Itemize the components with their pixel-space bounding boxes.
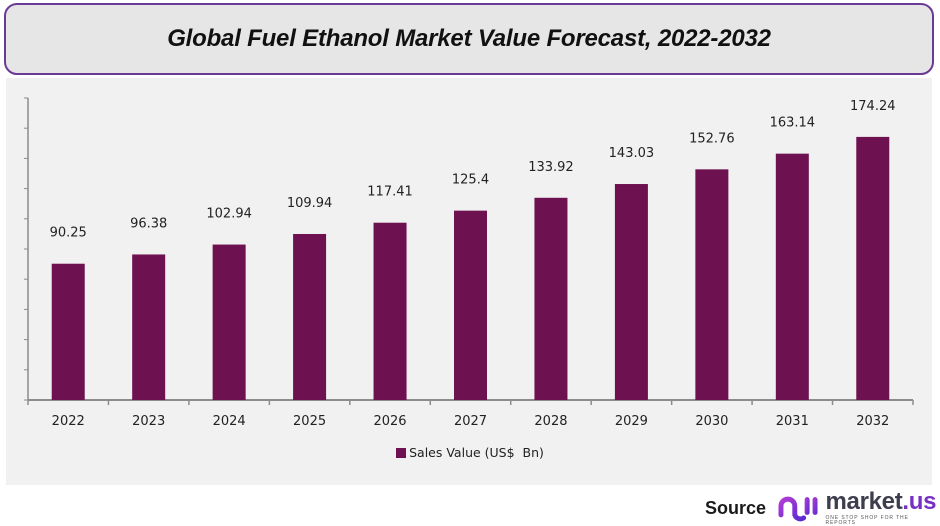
chart-title-box: Global Fuel Ethanol Market Value Forecas… (4, 3, 934, 75)
legend: Sales Value (US$ Bn) (0, 445, 940, 460)
source-label: Source (705, 498, 766, 519)
data-label: 90.25 (50, 226, 87, 241)
data-label: 96.38 (130, 216, 167, 231)
bar (132, 254, 165, 400)
x-tick-label: 2030 (695, 414, 728, 429)
x-tick-label: 2031 (776, 414, 809, 429)
data-label: 143.03 (609, 146, 655, 161)
bar-chart: 90.25 2022 96.38 2023 102.94 2024 109.94 2025 11… (6, 78, 932, 485)
market-us-logo-icon (778, 493, 819, 523)
data-label: 174.24 (850, 99, 896, 114)
data-label: 125.4 (452, 173, 489, 188)
x-tick-label: 2024 (213, 414, 246, 429)
data-label: 133.92 (528, 160, 574, 175)
x-tick-label: 2028 (534, 414, 567, 429)
chart-title: Global Fuel Ethanol Market Value Forecas… (167, 25, 771, 53)
bar (454, 211, 487, 400)
source-attribution: Source market.us ONE STOP SHOP FOR THE R… (705, 490, 940, 526)
x-tick-label: 2023 (132, 414, 165, 429)
data-label: 109.94 (287, 196, 333, 211)
data-label: 117.41 (367, 185, 413, 200)
bar (776, 154, 809, 400)
legend-label: Sales Value (US$ Bn) (409, 445, 544, 460)
brand-name: market.us (826, 490, 940, 514)
x-tick-label: 2032 (856, 414, 889, 429)
x-tick-label: 2026 (373, 414, 406, 429)
bar (52, 264, 85, 400)
legend-swatch (396, 448, 406, 458)
bar (615, 184, 648, 400)
bar (856, 137, 889, 400)
bar (695, 169, 728, 400)
data-label: 102.94 (206, 207, 252, 222)
brand-name-main: market (826, 488, 903, 515)
x-tick-label: 2029 (615, 414, 648, 429)
x-tick-label: 2025 (293, 414, 326, 429)
bar (293, 234, 326, 400)
chart-panel: 90.25 2022 96.38 2023 102.94 2024 109.94 2025 11… (6, 78, 932, 485)
bar (534, 198, 567, 400)
x-tick-label: 2022 (52, 414, 85, 429)
data-label: 163.14 (770, 116, 816, 131)
bar (374, 223, 407, 400)
brand-name-suffix: .us (902, 488, 936, 515)
bar (213, 245, 246, 400)
brand-block: market.us ONE STOP SHOP FOR THE REPORTS (826, 490, 940, 526)
data-label: 152.76 (689, 131, 735, 146)
x-tick-label: 2027 (454, 414, 487, 429)
